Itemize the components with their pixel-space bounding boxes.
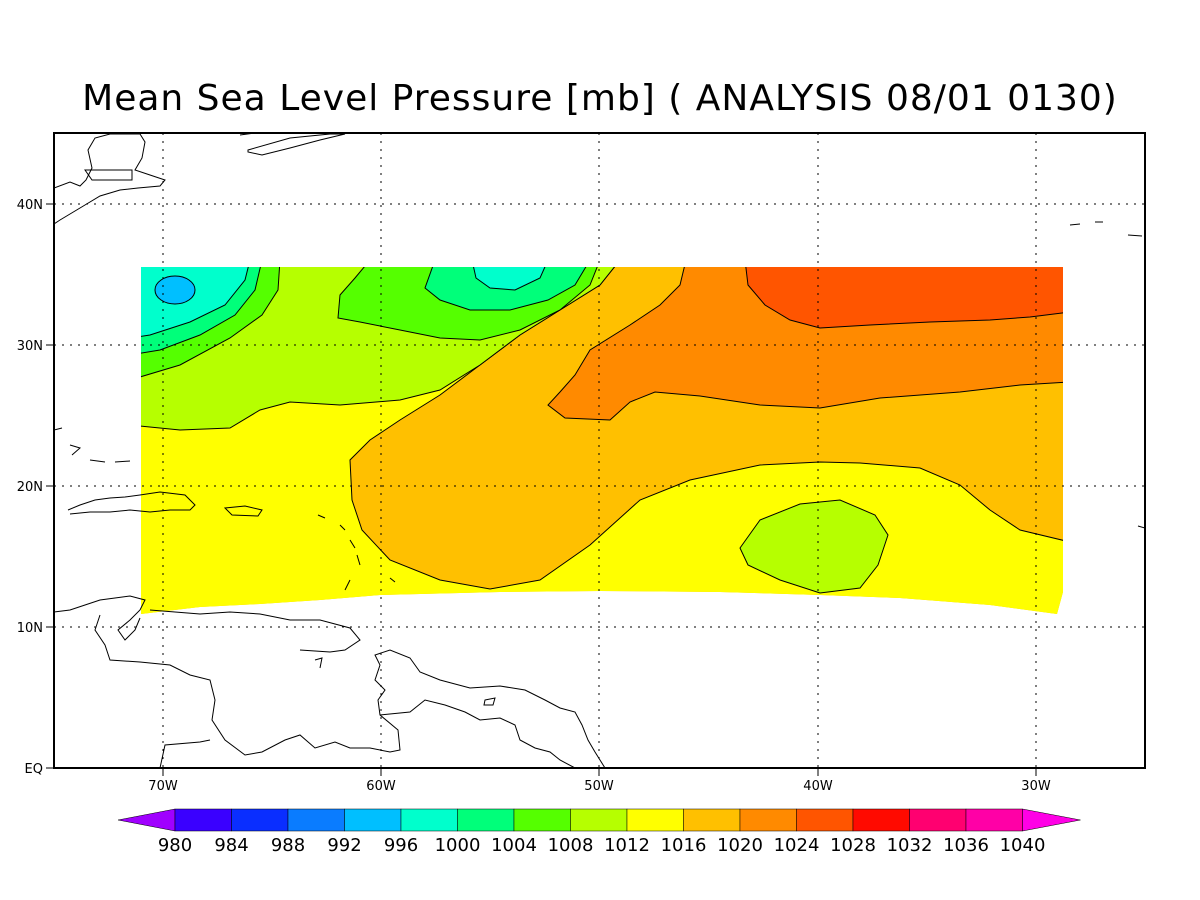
colorbar-label: 1016 bbox=[661, 835, 707, 856]
colorbar-left-arrow bbox=[117, 808, 176, 832]
y-tick-label: 20N bbox=[17, 480, 43, 495]
band-1008-south bbox=[739, 499, 889, 594]
pressure-field bbox=[141, 267, 1063, 614]
colorbar-label: 1036 bbox=[943, 835, 989, 856]
colorbar-swatch bbox=[796, 808, 854, 832]
colorbar-swatch bbox=[626, 808, 684, 832]
colorbar-label: 984 bbox=[214, 835, 248, 856]
band-1024 bbox=[744, 267, 1063, 329]
tick-marks bbox=[46, 203, 1037, 776]
colorbar-swatch bbox=[570, 808, 628, 832]
x-tick-label: 60W bbox=[366, 779, 396, 794]
colorbar-label: 988 bbox=[271, 835, 305, 856]
colorbar-label: 1028 bbox=[830, 835, 876, 856]
colorbar-swatch bbox=[739, 808, 797, 832]
colorbar-label: 1000 bbox=[435, 835, 481, 856]
x-tick-label: 40W bbox=[803, 779, 833, 794]
band-996-east bbox=[471, 267, 549, 291]
coastlines bbox=[54, 133, 1145, 768]
colorbar-swatch bbox=[400, 808, 458, 832]
colorbar-right-arrow bbox=[1022, 808, 1081, 832]
colorbar-swatch bbox=[287, 808, 345, 832]
y-tick-label: 30N bbox=[17, 339, 43, 354]
y-tick-labels: EQ 10N 20N 30N 40N bbox=[17, 198, 43, 777]
colorbar-label: 1004 bbox=[491, 835, 537, 856]
map-title: Mean Sea Level Pressure [mb] ( ANALYSIS … bbox=[82, 78, 1118, 119]
colorbar-swatch bbox=[852, 808, 910, 832]
colorbar: 980 984 988 992 996 1000 1004 1008 1012 1016 1020 1… bbox=[117, 808, 1081, 856]
x-tick-label: 50W bbox=[584, 779, 614, 794]
colorbar-label: 1032 bbox=[887, 835, 933, 856]
colorbar-swatch bbox=[909, 808, 967, 832]
colorbar-label: 996 bbox=[384, 835, 418, 856]
colorbar-label: 1008 bbox=[548, 835, 594, 856]
colorbar-label: 992 bbox=[327, 835, 361, 856]
colorbar-swatch bbox=[513, 808, 571, 832]
colorbar-label: 980 bbox=[158, 835, 192, 856]
colorbar-swatch bbox=[965, 808, 1023, 832]
x-tick-label: 30W bbox=[1021, 779, 1051, 794]
colorbar-swatch bbox=[683, 808, 741, 832]
colorbar-label: 1024 bbox=[774, 835, 820, 856]
colorbar-swatch bbox=[344, 808, 402, 832]
x-tick-labels: 70W 60W 50W 40W 30W bbox=[148, 779, 1051, 794]
colorbar-label: 1020 bbox=[717, 835, 763, 856]
x-tick-label: 70W bbox=[148, 779, 178, 794]
colorbar-swatch bbox=[457, 808, 515, 832]
colorbar-label: 1040 bbox=[1000, 835, 1046, 856]
lat-lon-grid bbox=[54, 133, 1145, 768]
y-tick-label: EQ bbox=[25, 762, 43, 777]
band-992-low bbox=[154, 275, 196, 305]
y-tick-label: 10N bbox=[17, 621, 43, 636]
colorbar-label: 1012 bbox=[604, 835, 650, 856]
y-tick-label: 40N bbox=[17, 198, 43, 213]
colorbar-swatch bbox=[174, 808, 232, 832]
colorbar-swatch bbox=[231, 808, 289, 832]
